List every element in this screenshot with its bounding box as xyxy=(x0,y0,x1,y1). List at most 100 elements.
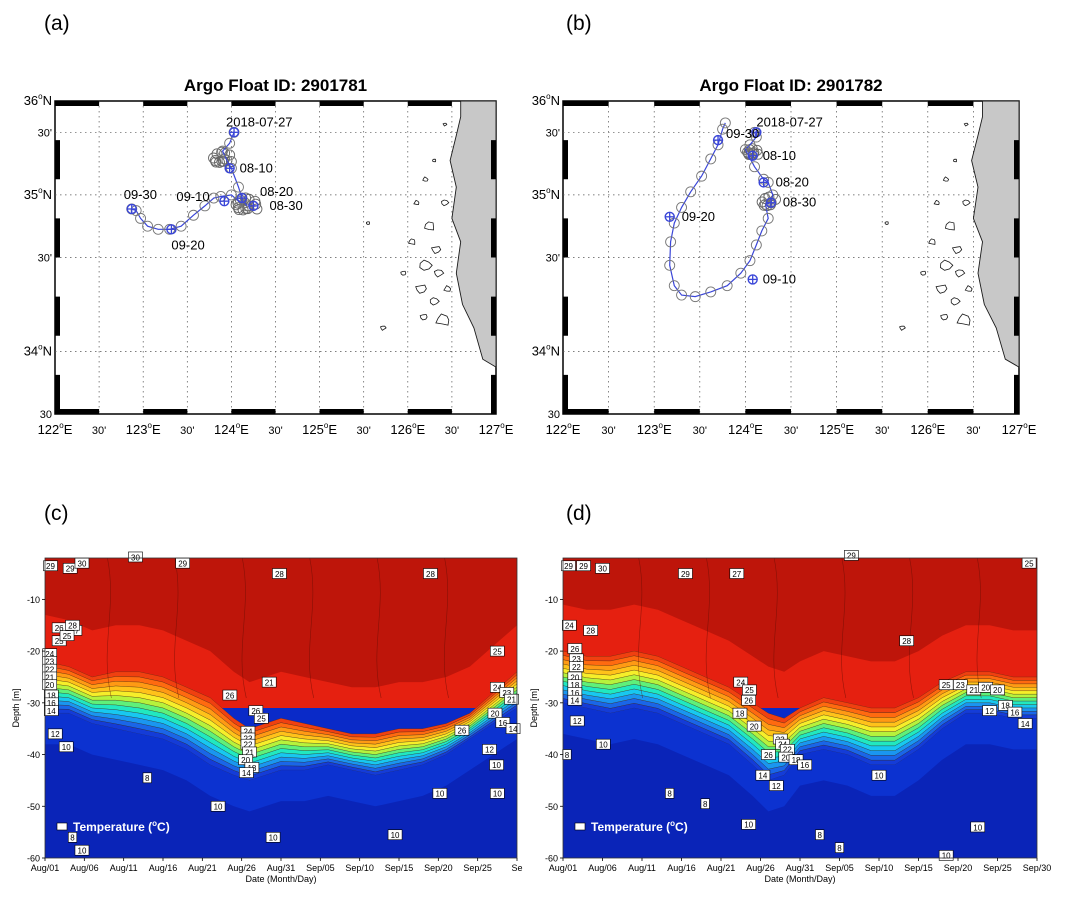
island xyxy=(942,176,950,182)
contour-label-box xyxy=(239,767,254,778)
contour-label: 29 xyxy=(564,562,573,571)
x-tick-label: Aug/11 xyxy=(628,863,656,873)
contour-label-box xyxy=(58,741,74,753)
island xyxy=(424,221,435,231)
contour-label: 16 xyxy=(570,689,579,698)
y-tick-label: -30 xyxy=(545,698,558,708)
island xyxy=(442,122,448,127)
contour-label: 14 xyxy=(570,697,579,706)
island xyxy=(928,238,936,245)
contour-label-box xyxy=(567,694,583,706)
x-axis-label: Date (Month/Day) xyxy=(245,874,316,884)
korea-landmass xyxy=(971,100,1020,368)
map-title: Argo Float ID: 2901782 xyxy=(699,76,882,95)
x-tick-label: Aug/26 xyxy=(227,863,256,873)
island xyxy=(944,221,955,231)
contour-label-box xyxy=(982,705,997,716)
island xyxy=(413,199,420,206)
contour-label: 12 xyxy=(573,717,582,726)
x-tick-label: Sep/20 xyxy=(424,863,453,873)
contour-label: 21 xyxy=(45,673,54,682)
contour-label: 14 xyxy=(1021,720,1030,729)
contour-label: 27 xyxy=(70,627,79,636)
zebra-border-top xyxy=(143,101,188,106)
contour-label: 24 xyxy=(493,684,502,693)
zebra-border-bottom xyxy=(55,409,100,414)
contour-label: 23 xyxy=(502,689,511,698)
x-tick-label: 30' xyxy=(875,425,889,437)
contour-label-box xyxy=(761,749,776,760)
contour-label: 22 xyxy=(783,746,792,755)
legend-swatch xyxy=(574,822,586,831)
contour-label-box xyxy=(834,842,845,853)
contour-label-box xyxy=(729,568,745,579)
contour-label: 16 xyxy=(498,719,507,728)
x-tick-label: 30' xyxy=(966,425,980,437)
contour-label: 26 xyxy=(251,707,260,716)
contour-label: 20 xyxy=(491,709,500,718)
profile-point xyxy=(668,280,680,292)
y-tick-label: -30 xyxy=(27,698,40,708)
contour-label-box xyxy=(505,723,521,734)
profile-circle xyxy=(250,198,262,210)
profile-point xyxy=(739,144,751,155)
y-tick-label: -40 xyxy=(545,750,558,760)
contour-label: 29 xyxy=(46,562,55,571)
section-field xyxy=(563,558,1037,858)
y-tick-label: -20 xyxy=(545,647,558,657)
x-axis-label: Date (Month/Day) xyxy=(764,874,835,884)
profile-point xyxy=(233,181,244,193)
y-tick-label: 30' xyxy=(38,253,52,265)
y-tick-label: -10 xyxy=(545,595,558,605)
contour-label-box xyxy=(42,679,58,691)
y-tick-label: -10 xyxy=(27,595,40,605)
contour-label: 20 xyxy=(781,753,790,762)
x-tick-label: 123oE xyxy=(126,421,161,437)
island xyxy=(951,246,963,254)
profile-point xyxy=(705,153,717,165)
profile-point xyxy=(676,289,688,301)
legend-text: Temperature (oC) xyxy=(73,819,170,834)
profile-point xyxy=(225,189,237,201)
y-tick-label: -60 xyxy=(545,854,558,864)
zebra-border-right xyxy=(1014,218,1019,258)
contour-label-box xyxy=(567,643,583,654)
island xyxy=(956,313,971,326)
y-tick-label: -20 xyxy=(27,647,40,657)
x-tick-label: 127oE xyxy=(479,421,514,437)
contour-label: 12 xyxy=(485,746,494,755)
contour-label: 23 xyxy=(45,658,54,667)
x-tick-label: Aug/21 xyxy=(188,863,217,873)
profile-point xyxy=(208,192,220,204)
contour-label-box xyxy=(265,832,281,843)
contour-label: 12 xyxy=(772,782,781,791)
island xyxy=(940,314,949,321)
zebra-border-right xyxy=(491,140,496,180)
x-tick-label: Aug/16 xyxy=(149,863,178,873)
contour-label-box xyxy=(454,724,470,736)
contour-label: 26 xyxy=(225,691,234,700)
contour-label: 14 xyxy=(509,725,518,734)
contour-label: 28 xyxy=(586,627,595,636)
island xyxy=(422,176,429,182)
date-label: 08-30 xyxy=(269,198,302,213)
x-tick-label: Aug/01 xyxy=(31,863,60,873)
contour-label: 10 xyxy=(62,743,71,752)
zebra-border-left xyxy=(55,218,60,258)
profile-point xyxy=(767,189,779,201)
isotherm-contour xyxy=(841,558,847,699)
legend-text: Temperature (oC) xyxy=(591,819,688,834)
island xyxy=(939,259,954,271)
contour-label: 28 xyxy=(275,570,284,579)
profile-point xyxy=(689,291,701,303)
contour-label-box xyxy=(65,619,80,631)
zebra-border-left xyxy=(55,140,60,180)
contour-label-box xyxy=(755,769,771,781)
contour-label: 20 xyxy=(750,722,759,731)
contour-label: 25 xyxy=(63,632,72,641)
contour-label-box xyxy=(970,821,986,833)
contour-label-box xyxy=(47,728,63,740)
contour-label-box xyxy=(1017,718,1033,729)
contour-label-box xyxy=(899,635,914,647)
